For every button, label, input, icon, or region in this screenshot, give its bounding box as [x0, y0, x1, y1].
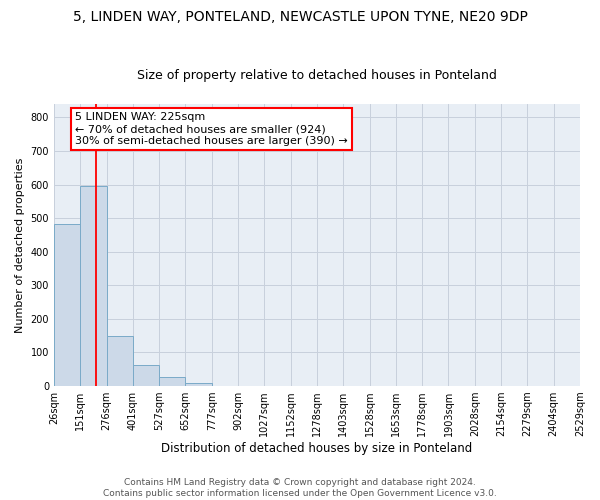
Text: Contains HM Land Registry data © Crown copyright and database right 2024.
Contai: Contains HM Land Registry data © Crown c… — [103, 478, 497, 498]
Title: Size of property relative to detached houses in Ponteland: Size of property relative to detached ho… — [137, 69, 497, 82]
Bar — [80, 186, 107, 386]
Bar — [107, 336, 133, 386]
Bar — [54, 224, 80, 386]
Bar — [133, 365, 159, 386]
Text: 5 LINDEN WAY: 225sqm
← 70% of detached houses are smaller (924)
30% of semi-deta: 5 LINDEN WAY: 225sqm ← 70% of detached h… — [75, 112, 348, 146]
Bar — [185, 383, 212, 386]
Bar — [159, 377, 185, 386]
Y-axis label: Number of detached properties: Number of detached properties — [15, 158, 25, 332]
X-axis label: Distribution of detached houses by size in Ponteland: Distribution of detached houses by size … — [161, 442, 473, 455]
Text: 5, LINDEN WAY, PONTELAND, NEWCASTLE UPON TYNE, NE20 9DP: 5, LINDEN WAY, PONTELAND, NEWCASTLE UPON… — [73, 10, 527, 24]
